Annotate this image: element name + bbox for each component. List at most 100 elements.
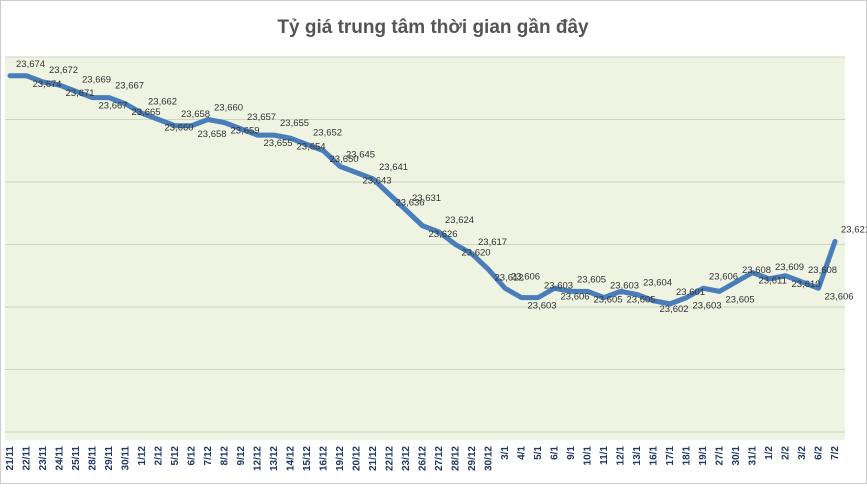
data-label: 23,658: [198, 129, 227, 140]
x-tick-label: 10/1: [583, 446, 594, 466]
x-tick-label: 2/12: [154, 446, 165, 466]
data-label: 23,674: [16, 59, 45, 70]
data-label: 23,658: [181, 109, 210, 120]
x-tick-label: 6/2: [814, 446, 825, 460]
data-label: 23,606: [709, 271, 738, 282]
data-label: 23,601: [676, 287, 705, 298]
x-tick-label: 6/1: [550, 446, 561, 460]
x-tick-label: 12/1: [616, 446, 627, 466]
line-series: [7, 73, 838, 307]
data-label: 23,612: [495, 273, 524, 284]
data-label: 23,617: [478, 237, 507, 248]
x-tick-label: 5/1: [533, 446, 544, 460]
data-label: 23,602: [660, 304, 689, 315]
x-tick-label: 9/12: [236, 446, 247, 466]
x-tick-label: 19/1: [698, 446, 709, 466]
x-tick-label: 29/12: [467, 446, 478, 471]
chart-title: Tỷ giá trung tâm thời gian gần đây: [277, 17, 589, 38]
x-tick-label: 6/12: [187, 446, 198, 466]
x-tick-label: 26/12: [418, 446, 429, 471]
x-tick-label: 7/2: [830, 446, 841, 460]
x-tick-label: 23/11: [38, 446, 49, 471]
data-label: 23,672: [49, 65, 78, 76]
x-tick-label: 9/1: [566, 446, 577, 460]
data-label: 23,674: [33, 79, 62, 90]
data-label: 23,606: [825, 291, 854, 302]
x-tick-label: 30/11: [121, 446, 132, 471]
x-tick-label: 21/12: [368, 446, 379, 471]
data-label: 23,660: [165, 123, 194, 134]
data-label: 23,654: [297, 141, 326, 152]
data-label: 23,606: [511, 271, 540, 282]
data-label: 23,603: [693, 301, 722, 312]
x-tick-label: 13/1: [632, 446, 643, 466]
data-label: 23,636: [396, 198, 425, 209]
x-tick-label: 3/2: [797, 446, 808, 460]
x-tick-label: 28/12: [451, 446, 462, 471]
data-label: 23,667: [99, 101, 128, 112]
data-label: 23,603: [610, 281, 639, 292]
data-label: 23,624: [445, 215, 474, 226]
data-label: 23,641: [379, 162, 408, 173]
x-tick-label: 12/12: [253, 446, 264, 471]
data-label: 23,660: [214, 103, 243, 114]
x-tick-label: 17/1: [665, 446, 676, 466]
data-label: 23,669: [82, 74, 111, 85]
data-label: 23,604: [643, 278, 672, 289]
data-label: 23,609: [775, 262, 804, 273]
x-tick-label: 25/11: [71, 446, 82, 471]
data-label: 23,662: [148, 96, 177, 107]
x-tick-label: 22/11: [22, 446, 33, 471]
data-label: 23,605: [726, 294, 755, 305]
x-tick-label: 30/1: [731, 446, 742, 466]
x-tick-label: 29/11: [104, 446, 115, 471]
x-tick-label: 19/12: [335, 446, 346, 471]
x-tick-label: 22/12: [385, 446, 396, 471]
x-tick-label: 23/12: [401, 446, 412, 471]
x-tick-label: 7/12: [203, 446, 214, 466]
data-label: 23,603: [544, 281, 573, 292]
data-label: 23,655: [264, 138, 293, 149]
data-label: 23,605: [594, 294, 623, 305]
data-label: 23,606: [561, 291, 590, 302]
x-tick-label: 1/12: [137, 446, 148, 466]
x-tick-label: 3/1: [500, 446, 511, 460]
x-tick-label: 27/1: [715, 446, 726, 466]
x-tick-label: 27/12: [434, 446, 445, 471]
x-tick-label: 20/12: [352, 446, 363, 471]
x-tick-label: 2/2: [781, 446, 792, 460]
data-label: 23,608: [742, 265, 771, 276]
x-tick-label: 16/12: [319, 446, 330, 471]
data-label: 23,631: [412, 193, 441, 204]
data-label: 23,671: [66, 88, 95, 99]
x-tick-label: 21/11: [5, 446, 16, 471]
data-label: 23,667: [115, 81, 144, 92]
x-tick-label: 11/1: [599, 446, 610, 465]
x-tick-label: 15/12: [302, 446, 313, 471]
data-label: 23,621: [841, 224, 867, 235]
x-tick-label: 14/12: [286, 446, 297, 471]
plot-area: [5, 57, 845, 440]
data-label: 23,603: [528, 301, 557, 312]
data-label: 23,659: [231, 126, 260, 137]
data-label: 23,665: [132, 107, 161, 118]
data-label: 23,605: [577, 274, 606, 285]
data-label: 23,608: [808, 265, 837, 276]
data-label: 23,620: [462, 248, 491, 259]
x-tick-label: 8/12: [220, 446, 231, 466]
data-label: 23,611: [759, 276, 787, 287]
data-label: 23,643: [363, 176, 392, 187]
data-label: 23,626: [429, 229, 458, 240]
data-label: 23,610: [792, 279, 821, 290]
data-label: 23,655: [280, 118, 309, 129]
data-label: 23,650: [330, 154, 359, 165]
data-label: 23,652: [313, 128, 342, 139]
x-tick-label: 30/12: [484, 446, 495, 471]
x-tick-label: 4/1: [517, 446, 528, 460]
data-label: 23,605: [627, 294, 656, 305]
x-tick-label: 5/12: [170, 446, 181, 466]
x-tick-label: 13/12: [269, 446, 280, 471]
x-tick-label: 1/2: [764, 446, 775, 460]
x-tick-label: 31/1: [748, 446, 759, 466]
